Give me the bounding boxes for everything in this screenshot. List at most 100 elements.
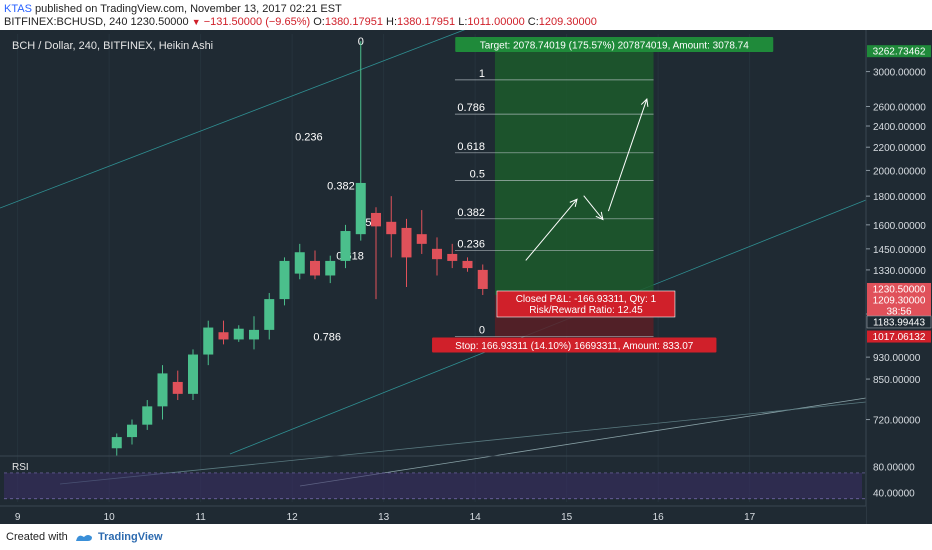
stop-label-text: Stop: 166.93311 (14.10%) 16693311, Amoun…	[455, 341, 694, 352]
candle-body[interactable]	[279, 260, 290, 300]
fib-level-label: 0.618	[457, 141, 485, 153]
stop-label[interactable]: Stop: 166.93311 (14.10%) 16693311, Amoun…	[432, 337, 717, 353]
target-zone[interactable]	[494, 44, 654, 295]
price-tag-text: 1017.06132	[873, 332, 926, 343]
symbol-label: BITFINEX:BCHUSD, 240	[4, 16, 128, 28]
fib-level-label: 0	[479, 325, 485, 337]
time-tick-label: 16	[653, 512, 665, 523]
trend-line[interactable]	[299, 397, 867, 487]
candle-body[interactable]	[371, 212, 381, 227]
candle-body[interactable]	[462, 260, 473, 269]
price-axis-panel[interactable]	[866, 30, 932, 524]
price-chart-svg[interactable]: 10.7860.6180.50.3820.236000.2360.3820.50…	[0, 19, 932, 524]
price-tick-label: 1600.00000	[873, 221, 926, 232]
price-tag[interactable]	[867, 282, 931, 295]
author-link[interactable]: KTAS	[4, 3, 32, 15]
candle-body[interactable]	[340, 231, 351, 261]
candle-body[interactable]	[188, 354, 198, 394]
candle-body[interactable]	[142, 406, 153, 425]
price-tick-label: 2200.00000	[873, 143, 926, 154]
candle-body[interactable]	[264, 299, 275, 330]
trend-line[interactable]	[0, 19, 491, 209]
price-tick-label: 1800.00000	[873, 192, 926, 203]
fib-level-label: 1	[479, 68, 485, 80]
candle-body[interactable]	[401, 227, 412, 258]
projection-arrow-line[interactable]	[525, 198, 578, 261]
price-tag-text: 38:56	[886, 306, 911, 317]
low-label: L:	[458, 16, 468, 28]
open-value: 1380.17951	[324, 16, 383, 28]
price-tick-label: 850.00000	[873, 375, 921, 386]
fib-level-label: 0.236	[457, 239, 485, 251]
candle-body[interactable]	[310, 260, 320, 276]
price-tick-label: 1330.00000	[873, 266, 926, 277]
candle-body[interactable]	[432, 248, 442, 260]
price-tag[interactable]	[867, 45, 931, 58]
target-label-text: Target: 2078.74019 (175.57%) 207874019, …	[480, 41, 750, 52]
candle-body[interactable]	[355, 182, 366, 235]
tradingview-logo-icon	[74, 531, 94, 546]
change-value: −131.50000 (−9.65%)	[203, 16, 311, 28]
fib-retracement-label: 0.236	[295, 131, 323, 143]
time-axis-panel[interactable]	[0, 506, 866, 524]
target-label[interactable]: Target: 2078.74019 (175.57%) 207874019, …	[455, 37, 774, 52]
candle-body[interactable]	[386, 221, 397, 235]
price-tag[interactable]	[866, 315, 932, 329]
tradingview-brand-link[interactable]: TradingView	[98, 531, 163, 543]
ohlc-line: BITFINEX:BCHUSD, 240 1230.50000 ▼ −131.5…	[4, 16, 597, 28]
candle-body[interactable]	[325, 260, 336, 276]
time-tick-label: 11	[195, 512, 206, 523]
footer-bar: Created with TradingView	[0, 524, 932, 550]
price-tick-label: 930.00000	[873, 353, 921, 364]
projection-arrow-line[interactable]	[607, 98, 648, 212]
time-tick-label: 13	[378, 512, 390, 523]
price-tick-label: 2600.00000	[873, 102, 926, 113]
high-label: H:	[386, 16, 398, 28]
candle-body[interactable]	[203, 327, 214, 355]
fib-retracement-label: 0.786	[313, 332, 341, 344]
chart-area[interactable]: 10.7860.6180.50.3820.236000.2360.3820.50…	[0, 19, 932, 524]
fib-level-label: 0.786	[457, 102, 485, 114]
price-tag-text: 3262.73462	[873, 47, 926, 58]
time-tick-label: 14	[470, 512, 482, 523]
candle-body[interactable]	[447, 253, 458, 261]
time-tick-label: 9	[15, 512, 21, 523]
fib-level-label: 0.382	[457, 207, 485, 219]
candle-body[interactable]	[233, 328, 244, 340]
price-tick-label: 1450.00000	[873, 245, 926, 256]
projection-arrow-head	[569, 198, 578, 207]
candle-body[interactable]	[111, 437, 122, 449]
fib-level-label: 0.5	[470, 168, 485, 180]
candle-body[interactable]	[249, 329, 259, 340]
close-label: C:	[527, 16, 539, 28]
candle-body[interactable]	[294, 252, 305, 274]
projection-arrow-line[interactable]	[583, 195, 604, 220]
candle-body[interactable]	[477, 269, 488, 289]
candle-body[interactable]	[172, 381, 183, 394]
pnl-label[interactable]: Closed P&L: -166.93311, Qty: 1Risk/Rewar…	[496, 290, 676, 318]
rsi-tick-label: 80.00000	[873, 462, 915, 473]
price-tag-text: 1209.30000	[873, 295, 926, 306]
time-tick-label: 10	[104, 512, 116, 523]
price-tag[interactable]	[867, 304, 931, 317]
rsi-band	[4, 472, 862, 499]
price-tag[interactable]	[867, 293, 931, 306]
candle-body[interactable]	[218, 332, 229, 340]
candle-body[interactable]	[416, 234, 427, 244]
pnl-label-line2: Risk/Reward Ratio: 12.45	[529, 305, 643, 316]
high-value: 1380.17951	[397, 16, 456, 28]
trend-line[interactable]	[59, 401, 867, 485]
candle-body[interactable]	[157, 373, 168, 407]
open-label: O:	[313, 16, 325, 28]
price-tag-text: 1183.99443	[873, 317, 926, 328]
rsi-label: RSI	[12, 462, 29, 473]
price-tick-label: 720.00000	[873, 416, 921, 427]
down-arrow-icon: ▼	[191, 17, 201, 27]
published-text: published on TradingView.com, November 1…	[34, 3, 342, 15]
rsi-tick-label: 40.00000	[873, 488, 915, 499]
candle-body[interactable]	[127, 424, 137, 438]
price-tick-label: 2000.00000	[873, 166, 926, 177]
pnl-label-bg	[496, 290, 676, 318]
price-tick-label: 2400.00000	[873, 122, 926, 133]
price-tag[interactable]	[867, 330, 931, 343]
